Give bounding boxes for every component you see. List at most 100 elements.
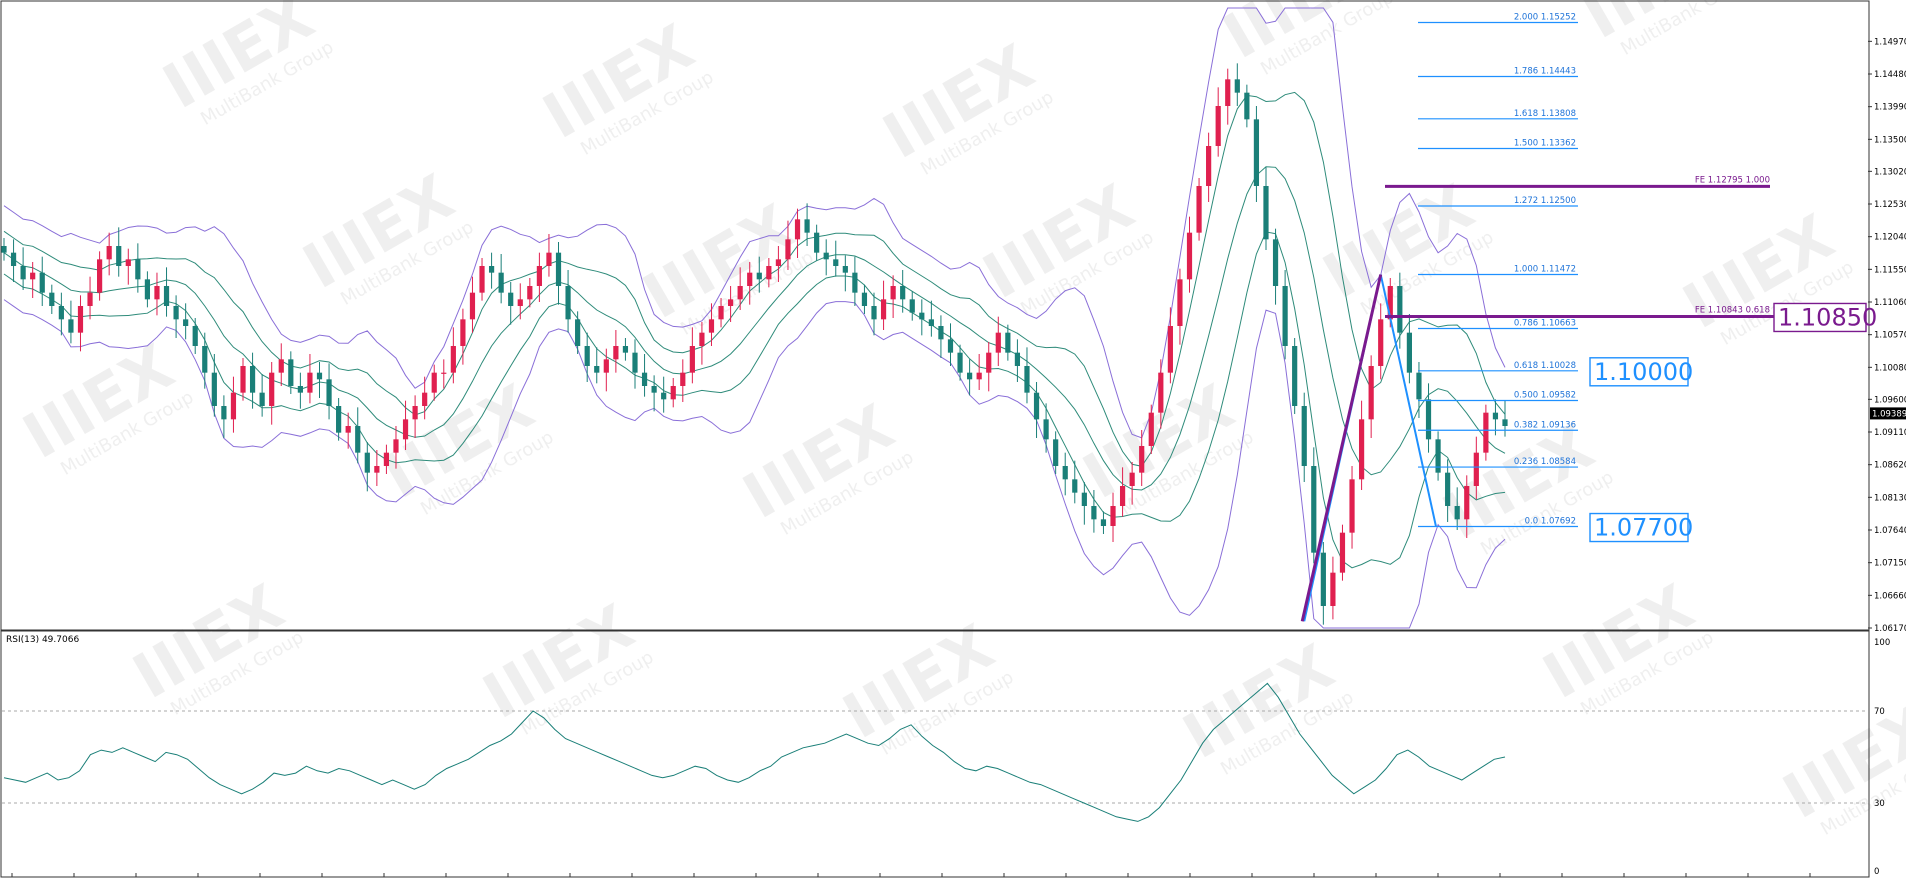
candle-body — [766, 266, 772, 280]
candle — [699, 322, 705, 365]
candle-body — [68, 319, 74, 333]
candle-body — [584, 346, 590, 366]
candle-body — [106, 246, 112, 260]
price-axis-tick-label: 1.13990 — [1874, 103, 1906, 113]
candle-body — [527, 286, 533, 300]
candle-body — [689, 346, 695, 373]
fib-level-label: 0.236 1.08584 — [1514, 457, 1576, 467]
candle-body — [1311, 466, 1317, 553]
candle — [747, 262, 753, 305]
candle-body — [517, 299, 523, 306]
candle-body — [775, 259, 782, 266]
candle-body — [297, 386, 303, 393]
price-axis-tick-label: 1.07640 — [1874, 526, 1906, 536]
candle — [670, 378, 676, 408]
candle — [192, 318, 198, 354]
candle — [326, 363, 332, 420]
candle — [1368, 355, 1374, 438]
price-axis-tick-label: 1.12040 — [1874, 233, 1906, 243]
fib-level-label: 0.500 1.09582 — [1514, 391, 1576, 401]
candle-body — [116, 246, 122, 266]
candle-body — [144, 279, 151, 300]
price-callouts: 1.10850 1.10000 1.07700 — [1589, 302, 1877, 543]
candle-body — [211, 372, 217, 406]
candle-body — [508, 292, 514, 306]
candle — [976, 354, 982, 390]
candle-body — [1502, 419, 1508, 426]
candle-body — [192, 326, 198, 346]
candle-body — [422, 392, 428, 406]
price-axis-tick-label: 1.14480 — [1874, 70, 1906, 80]
candle-body — [622, 346, 629, 353]
fibonacci-expansion[interactable]: FE 1.12795 1.000 FE 1.10843 0.618 — [1385, 175, 1774, 318]
candle — [1272, 228, 1279, 305]
candle-body — [345, 426, 351, 433]
candle — [154, 272, 160, 316]
candle — [183, 303, 189, 340]
callout-text: 1.07700 — [1594, 514, 1693, 542]
candle-body — [1435, 439, 1441, 473]
candle-body — [20, 266, 26, 280]
candle — [1225, 68, 1231, 125]
price-callout: 1.10000 — [1589, 357, 1693, 387]
candle-body — [202, 346, 208, 373]
candle — [106, 232, 112, 276]
candle — [661, 376, 667, 413]
candle-body — [383, 452, 390, 466]
candle — [49, 284, 55, 314]
candle — [584, 332, 590, 382]
candle — [1062, 452, 1068, 496]
candle — [1177, 268, 1183, 345]
candle — [1397, 272, 1403, 349]
price-axis-tick-label: 1.08130 — [1874, 493, 1906, 503]
lower-outer-band — [3, 299, 1506, 629]
candle-body — [986, 352, 992, 373]
candle — [269, 362, 275, 425]
callout-text: 1.10850 — [1778, 303, 1877, 331]
candlestick-series[interactable] — [1, 63, 1508, 625]
price-axis-tick-label: 1.14970 — [1874, 37, 1906, 47]
price-axis-tick-label: 1.11060 — [1874, 298, 1906, 308]
candle-body — [756, 272, 762, 280]
fib-level-label: 1.272 1.12500 — [1514, 196, 1576, 206]
fibonacci-retracement[interactable]: 2.000 1.15252 1.786 1.14443 1.618 1.13808 1… — [1300, 13, 1578, 622]
candle — [221, 395, 227, 438]
candle — [622, 338, 629, 361]
candle — [383, 444, 390, 474]
candle-body — [1024, 366, 1030, 393]
price-axis-tick-label: 1.06170 — [1874, 624, 1906, 634]
candle — [469, 276, 476, 333]
candle — [1100, 511, 1107, 534]
candle — [565, 270, 571, 333]
candle — [307, 354, 313, 404]
candle-body — [154, 286, 160, 300]
candle — [374, 450, 380, 486]
candle — [1292, 338, 1298, 414]
candle-body — [498, 272, 504, 293]
candle-body — [890, 286, 896, 300]
candle-body — [1378, 319, 1384, 366]
upper-inner-band — [3, 91, 1506, 467]
candle — [1186, 216, 1193, 293]
rsi-indicator: 100 70 30 0 — [2, 638, 1890, 877]
candle — [125, 248, 131, 285]
fe-level-label: FE 1.12795 1.000 — [1695, 175, 1770, 185]
candle — [727, 286, 734, 322]
candle-body — [1196, 186, 1202, 233]
candle — [1091, 490, 1097, 533]
candle — [536, 252, 542, 302]
candle — [1378, 303, 1384, 380]
candle-body — [565, 286, 571, 320]
candle-body — [727, 299, 734, 306]
candle-body — [355, 426, 361, 453]
candle — [613, 330, 619, 373]
candle — [737, 267, 743, 310]
candle-body — [269, 372, 275, 406]
candle-body — [880, 299, 887, 320]
candle-body — [1110, 506, 1116, 526]
